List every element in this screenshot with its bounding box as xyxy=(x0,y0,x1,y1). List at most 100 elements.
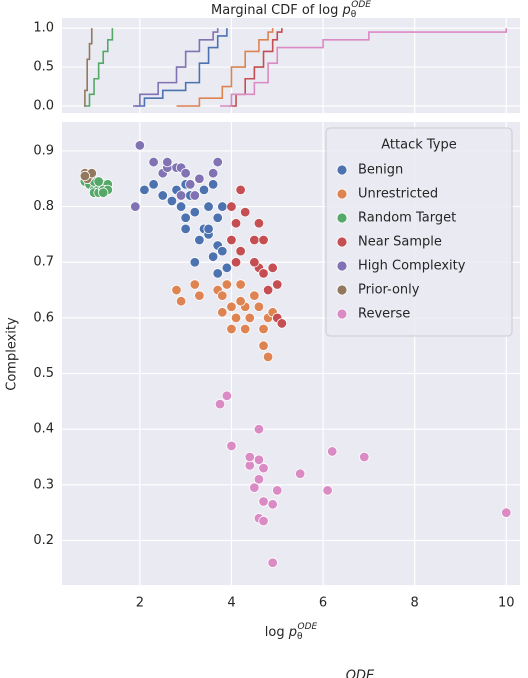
cdf-line xyxy=(220,28,508,107)
scatter-point xyxy=(203,201,214,212)
scatter-point xyxy=(221,279,233,290)
scatter-point xyxy=(226,234,237,246)
scatter-point xyxy=(189,279,201,290)
scatter-point xyxy=(217,245,228,257)
scatter-point xyxy=(98,187,109,198)
scatter-point xyxy=(203,223,214,235)
y-tick-label: 0.3 xyxy=(33,477,54,492)
scatter-point xyxy=(272,279,283,290)
scatter-point xyxy=(226,323,237,335)
legend-marker xyxy=(336,164,348,176)
scatter-point xyxy=(212,268,223,279)
scatter-point xyxy=(249,257,260,268)
scatter-point xyxy=(185,179,196,190)
scatter-point xyxy=(79,170,91,182)
scatter-point xyxy=(130,201,141,212)
scatter-point xyxy=(226,201,237,212)
xlabel-text: log xyxy=(265,625,289,640)
legend-marker xyxy=(336,212,348,224)
cdf-title: Marginal CDF of log pθODE xyxy=(211,0,371,20)
scatter-point xyxy=(327,446,338,457)
y-tick-label: 0.6 xyxy=(33,310,54,325)
scatter-point xyxy=(359,451,370,463)
scatter-point xyxy=(276,318,288,329)
scatter-point xyxy=(171,284,182,296)
scatter-point xyxy=(207,179,219,190)
scatter-point xyxy=(212,212,223,223)
x-tick-label: 8 xyxy=(411,596,419,611)
legend: Attack Type Benign Unrestricted Random Targ… xyxy=(325,127,513,337)
title-sub: θ xyxy=(351,10,357,20)
legend-box xyxy=(325,127,513,337)
y-tick-label: 0.4 xyxy=(33,422,54,437)
scatter-point xyxy=(148,179,159,190)
scatter-point xyxy=(235,245,246,257)
legend-marker xyxy=(336,284,348,296)
scatter-point xyxy=(267,557,278,568)
scatter-point xyxy=(217,307,228,318)
scatter-point xyxy=(175,201,187,212)
scatter-point xyxy=(253,218,265,229)
scatter-point xyxy=(235,295,246,307)
scatter-point xyxy=(180,167,191,179)
plot-background xyxy=(62,18,520,113)
scatter-point xyxy=(198,184,210,196)
scatter-point xyxy=(226,301,237,312)
scatter-point xyxy=(217,290,228,301)
scatter-point xyxy=(253,301,265,312)
scatter-point xyxy=(230,218,242,229)
scatter-point xyxy=(180,223,191,235)
x-tick-label: 6 xyxy=(319,596,327,611)
scatter-point xyxy=(239,323,251,335)
legend-label: Reverse xyxy=(358,307,410,322)
scatter-point xyxy=(134,140,146,151)
scatter-point xyxy=(258,268,269,279)
y-tick-label: 0.9 xyxy=(33,143,54,158)
scatter-point xyxy=(212,156,223,168)
cdf-line xyxy=(84,28,114,107)
scatter-point xyxy=(235,279,246,290)
cdf-line xyxy=(132,28,219,107)
y-tick-label: 1.0 xyxy=(33,21,54,36)
legend-label: Prior-only xyxy=(358,283,420,298)
scatter-point xyxy=(258,496,269,507)
legend-marker xyxy=(336,236,348,248)
caption-fragment: ODE xyxy=(346,669,375,678)
scatter-point xyxy=(189,190,201,201)
scatter-point xyxy=(175,295,187,307)
scatter-point xyxy=(194,290,205,301)
xlabel-var: p xyxy=(288,625,297,640)
scatter-point xyxy=(230,257,242,268)
legend-title: Attack Type xyxy=(381,138,457,153)
legend-label: Near Sample xyxy=(358,235,442,250)
scatter-point xyxy=(267,499,278,510)
xlabel-sub: θ xyxy=(297,632,303,642)
cdf-line xyxy=(176,28,274,107)
scatter-point xyxy=(162,156,173,168)
scatter-point xyxy=(93,176,104,187)
scatter-point xyxy=(244,312,255,324)
y-tick-label: 0.5 xyxy=(33,366,54,381)
y-tick-label: 0.5 xyxy=(33,60,54,75)
legend-label: Unrestricted xyxy=(358,187,438,202)
scatter-point xyxy=(258,323,269,335)
cdf-line xyxy=(135,28,228,107)
scatter-point xyxy=(139,184,150,196)
scatter-point xyxy=(249,290,260,301)
scatter-point xyxy=(249,482,260,493)
scatter-point xyxy=(194,234,205,246)
scatter-point xyxy=(267,262,278,274)
scatter-point xyxy=(239,206,251,218)
scatter-point xyxy=(253,423,265,435)
scatter-point xyxy=(148,156,159,168)
legend-label: Benign xyxy=(358,163,403,178)
xlabel-sup: ODE xyxy=(298,622,318,632)
legend-label: High Complexity xyxy=(358,259,466,274)
scatter-point xyxy=(258,462,269,474)
scatter-point xyxy=(189,257,201,268)
scatter-point xyxy=(294,468,306,479)
scatter-point xyxy=(501,507,512,518)
scatter-point xyxy=(221,262,233,274)
scatter-point xyxy=(175,190,187,201)
